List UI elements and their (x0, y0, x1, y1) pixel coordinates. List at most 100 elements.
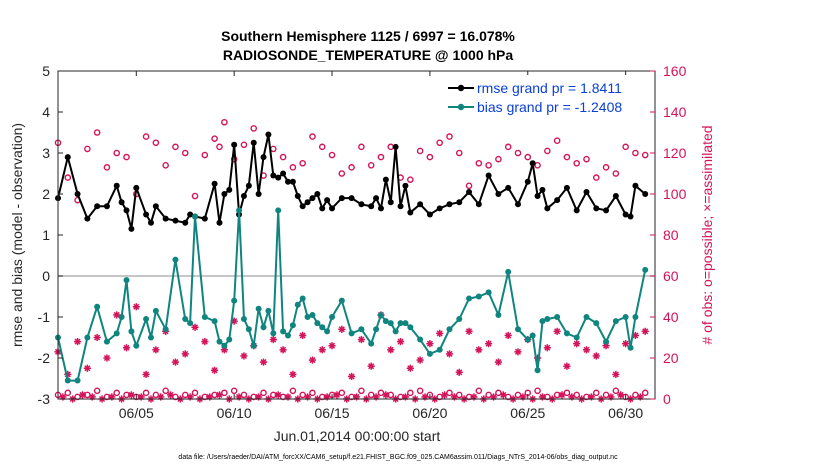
y-right-tick-label: 20 (663, 350, 679, 366)
bias-point (529, 332, 536, 339)
obs-assimilated-marker (592, 352, 600, 360)
obs-assimilated-stroke (397, 338, 404, 345)
rmse-point (622, 211, 629, 218)
obs-assimilated-stroke (358, 336, 365, 343)
obs-possible-marker (426, 153, 434, 161)
obs-assimilated-marker (436, 329, 444, 337)
obs-possible-marker (641, 151, 649, 159)
obs-possible-marker (622, 143, 629, 151)
obs-possible-marker (93, 387, 101, 395)
obs-assimilated-marker (215, 391, 224, 399)
rmse-point (284, 178, 291, 185)
obs-assimilated-stroke (240, 352, 248, 360)
bias-point (627, 344, 634, 351)
rmse-point (563, 184, 570, 191)
obs-possible-marker (318, 143, 326, 151)
chart-title: Southern Hemisphere 1125 / 6997 = 16.078… (221, 28, 515, 44)
bias-point (426, 350, 433, 357)
rmse-point (348, 195, 355, 202)
obs-assimilated-stroke (167, 391, 174, 398)
bias-point (172, 256, 179, 263)
obs-assimilated-stroke (152, 346, 159, 353)
bias-point (539, 318, 546, 325)
legend-rmse-label: rmse grand pr = 1.8411 (477, 80, 622, 96)
rmse-point (632, 182, 639, 189)
rmse-point (226, 186, 233, 193)
obs-assimilated-marker (485, 340, 493, 348)
y-left-tick-label: -1 (38, 309, 51, 325)
obs-assimilated-marker (426, 340, 434, 348)
obs-possible-marker (641, 389, 649, 397)
obs-assimilated-marker (558, 391, 566, 399)
obs-assimilated-marker (455, 368, 463, 376)
obs-assimilated-marker (475, 346, 483, 354)
obs-possible-marker (407, 176, 414, 183)
bias-point (192, 213, 199, 220)
obs-assimilated-marker (73, 338, 82, 346)
obs-assimilated-stroke (505, 332, 512, 339)
obs-possible-marker (465, 182, 473, 190)
obs-assimilated-stroke (563, 363, 570, 370)
obs-assimilated-stroke (128, 391, 135, 398)
bias-point (182, 316, 189, 323)
obs-assimilated-stroke (544, 344, 551, 351)
obs-possible-marker (162, 161, 169, 169)
obs-assimilated-marker (122, 344, 131, 352)
rmse-point (368, 203, 375, 210)
bias-point (304, 314, 311, 320)
legend-bias-label: bias grand pr = -1.2408 (477, 99, 622, 115)
y-right-tick-label: 100 (663, 186, 687, 202)
rmse-point (612, 193, 619, 200)
obs-assimilated-marker (543, 344, 551, 352)
obs-possible-marker (64, 389, 72, 397)
obs-assimilated-marker (382, 391, 390, 399)
obs-possible-marker (602, 164, 610, 171)
obs-possible-marker (514, 149, 522, 157)
bias-point (319, 324, 326, 331)
obs-possible-marker (495, 155, 502, 163)
obs-assimilated-stroke (275, 391, 282, 398)
obs-assimilated-marker (582, 346, 591, 354)
obs-possible-marker (191, 389, 199, 397)
obs-assimilated-stroke (475, 346, 482, 353)
obs-possible-marker (289, 387, 297, 395)
bias-point (94, 303, 101, 310)
obs-assimilated-marker (308, 356, 317, 364)
obs-assimilated-marker (83, 364, 91, 372)
rmse-point (94, 203, 101, 210)
rmse-point (118, 199, 125, 206)
rmse-point (294, 193, 301, 200)
bias-point (348, 330, 355, 337)
bias-point (534, 367, 541, 374)
obs-possible-marker (436, 139, 443, 147)
rmse-point (505, 184, 512, 191)
obs-assimilated-stroke (583, 346, 590, 353)
rmse-point (299, 203, 306, 210)
obs-assimilated-marker (338, 325, 346, 333)
rmse-point (593, 205, 600, 212)
obs-possible-marker (113, 149, 121, 157)
bias-point (221, 342, 228, 349)
rmse-point (103, 203, 110, 210)
obs-assimilated-stroke (143, 371, 150, 378)
rmse-point (211, 180, 218, 187)
rmse-point (402, 182, 409, 189)
obs-assimilated-marker (269, 335, 277, 344)
obs-possible-marker (191, 192, 199, 200)
obs-assimilated-stroke (622, 340, 629, 347)
obs-possible-marker (583, 155, 590, 163)
bias-point (622, 314, 629, 320)
obs-assimilated-marker (641, 327, 649, 335)
rmse-point (387, 199, 394, 206)
bias-point (147, 334, 154, 341)
bias-point (231, 297, 238, 304)
bias-point (387, 320, 394, 327)
y-axis-left-label: rmse and bias (model - observation) (9, 123, 25, 347)
obs-possible-marker (309, 133, 316, 140)
obs-assimilated-stroke (289, 371, 296, 378)
y-right-tick-label: 60 (663, 268, 679, 284)
obs-possible-marker (563, 153, 571, 161)
rmse-point (265, 131, 272, 138)
obs-assimilated-stroke (573, 340, 580, 347)
